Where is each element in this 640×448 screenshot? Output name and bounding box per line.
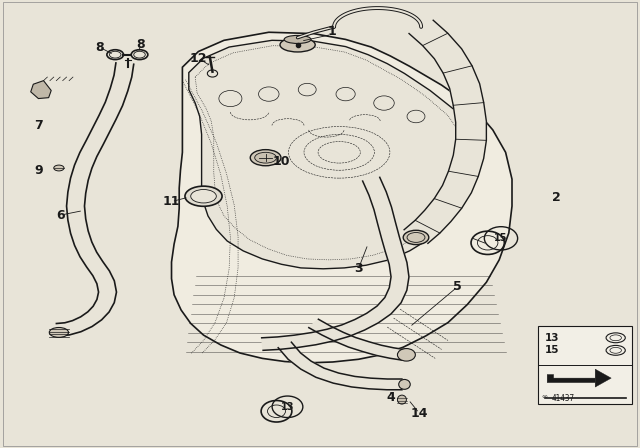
Ellipse shape bbox=[280, 38, 316, 52]
Ellipse shape bbox=[284, 35, 311, 43]
Text: 5: 5 bbox=[453, 280, 462, 293]
Ellipse shape bbox=[185, 186, 222, 206]
Ellipse shape bbox=[49, 327, 68, 337]
Ellipse shape bbox=[399, 379, 410, 389]
Text: 14: 14 bbox=[410, 406, 428, 420]
Polygon shape bbox=[278, 342, 402, 390]
Text: 8: 8 bbox=[136, 38, 145, 52]
Text: 1: 1 bbox=[327, 25, 336, 38]
Ellipse shape bbox=[403, 230, 429, 245]
Text: 6: 6 bbox=[56, 208, 65, 222]
Text: 41437: 41437 bbox=[552, 394, 575, 403]
Text: 4: 4 bbox=[386, 391, 395, 405]
Ellipse shape bbox=[255, 152, 276, 163]
Polygon shape bbox=[189, 40, 475, 269]
Text: 13: 13 bbox=[281, 402, 294, 412]
Polygon shape bbox=[172, 32, 512, 363]
Polygon shape bbox=[404, 20, 486, 243]
Polygon shape bbox=[262, 177, 409, 350]
Circle shape bbox=[397, 349, 415, 361]
Text: 2: 2 bbox=[552, 190, 561, 204]
Bar bbox=[538, 326, 632, 404]
Polygon shape bbox=[56, 63, 134, 336]
Ellipse shape bbox=[397, 395, 406, 404]
Text: 12: 12 bbox=[189, 52, 207, 65]
Text: 15: 15 bbox=[545, 345, 560, 355]
Text: 15: 15 bbox=[494, 233, 508, 243]
Ellipse shape bbox=[54, 165, 64, 171]
Text: 7: 7 bbox=[34, 119, 43, 132]
Text: 8: 8 bbox=[95, 40, 104, 54]
Text: °°: °° bbox=[541, 396, 548, 402]
Text: 11: 11 bbox=[163, 195, 180, 208]
Polygon shape bbox=[31, 81, 51, 99]
Text: 9: 9 bbox=[34, 164, 43, 177]
Text: 13: 13 bbox=[545, 333, 560, 343]
Text: 10: 10 bbox=[273, 155, 291, 168]
Text: 3: 3 bbox=[354, 262, 363, 276]
Ellipse shape bbox=[191, 190, 216, 203]
Polygon shape bbox=[547, 369, 611, 387]
Ellipse shape bbox=[250, 150, 281, 166]
Polygon shape bbox=[309, 319, 405, 360]
